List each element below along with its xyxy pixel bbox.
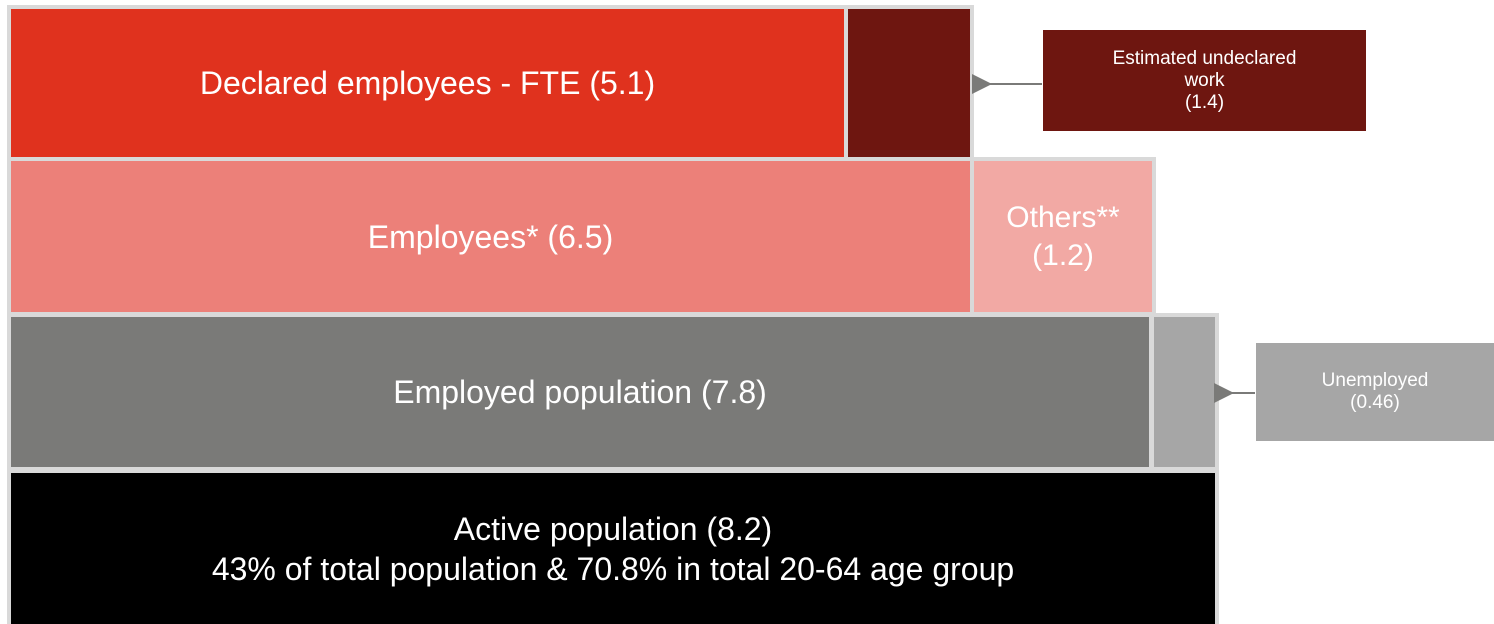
undeclared-block <box>848 9 970 157</box>
label: work <box>1184 69 1225 91</box>
label: Unemployed <box>1321 370 1429 391</box>
label: Active population (8.2) <box>453 510 773 547</box>
label: (0.46) <box>1350 392 1400 413</box>
label: Employees* (6.5) <box>367 218 614 255</box>
undeclared-callout: Estimated undeclared work (1.4) <box>1043 30 1366 131</box>
unemployed-block <box>1154 317 1215 467</box>
unemployed-callout: Unemployed (0.46) <box>1256 343 1494 441</box>
others-block: Others** (1.2) <box>974 161 1152 312</box>
label: Declared employees - FTE (5.1) <box>199 65 656 101</box>
active-block: Active population (8.2) 43% of total popu… <box>11 473 1215 624</box>
label: Others** <box>1006 200 1120 234</box>
label: (1.4) <box>1184 91 1225 113</box>
label: (1.2) <box>1032 238 1094 272</box>
employees-block: Employees* (6.5) <box>11 161 970 312</box>
label: 43% of total population & 70.8% in total… <box>211 550 1015 587</box>
label: Employed population (7.8) <box>393 374 767 410</box>
label: Estimated undeclared <box>1112 47 1297 69</box>
declared-block: Declared employees - FTE (5.1) <box>11 9 844 157</box>
employed-block: Employed population (7.8) <box>11 317 1149 467</box>
